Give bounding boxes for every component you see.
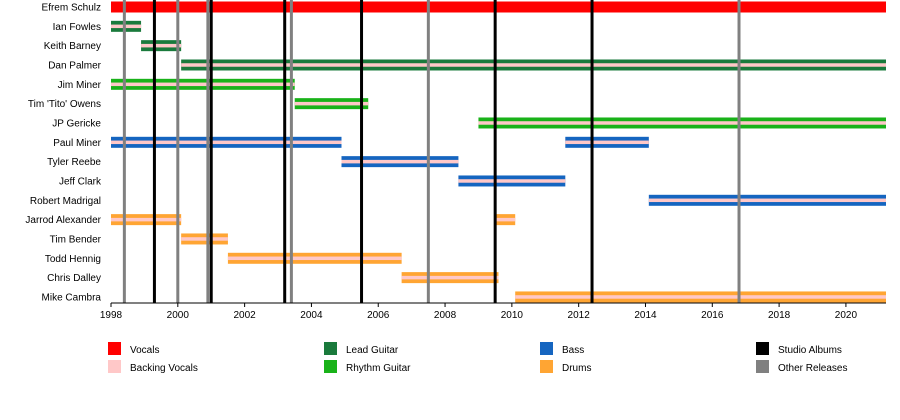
bar-stripe-jarrod-alexander-backing-vocals-1	[495, 217, 516, 222]
x-tick-label-2018: 2018	[768, 310, 791, 321]
legend-label-vocals: Vocals	[130, 345, 159, 356]
member-label-todd-hennig: Todd Hennig	[45, 254, 101, 265]
x-tick-label-2012: 2012	[568, 310, 591, 321]
legend-label-lead-guitar: Lead Guitar	[346, 345, 399, 356]
x-tick-label-2016: 2016	[701, 310, 724, 321]
legend-swatch-other-releases	[756, 360, 769, 373]
x-tick-label-2010: 2010	[501, 310, 524, 321]
legend-label-studio-albums: Studio Albums	[778, 345, 842, 356]
bar-stripe-paul-miner-backing-vocals-1	[565, 140, 649, 145]
member-label-tim-tito-owens: Tim 'Tito' Owens	[28, 99, 101, 110]
bar-stripe-chris-dalley-backing-vocals-0	[401, 275, 499, 280]
legend-swatch-rhythm-guitar	[324, 360, 337, 373]
member-label-ian-fowles: Ian Fowles	[53, 22, 101, 33]
member-label-jp-gericke: JP Gericke	[52, 118, 101, 129]
legend-swatch-backing-vocals	[108, 360, 121, 373]
bar-stripe-keith-barney-backing-vocals-0	[141, 43, 182, 48]
member-label-robert-madrigal: Robert Madrigal	[30, 196, 101, 207]
member-label-mike-cambra: Mike Cambra	[42, 292, 102, 303]
bar-stripe-jarrod-alexander-backing-vocals-0	[111, 217, 182, 222]
bar-stripe-ian-fowles-backing-vocals-0	[111, 24, 142, 29]
x-tick-label-2006: 2006	[367, 310, 390, 321]
x-tick-label-2020: 2020	[835, 310, 858, 321]
member-label-jarrod-alexander: Jarrod Alexander	[25, 215, 101, 226]
legend-swatch-drums	[540, 360, 553, 373]
member-label-paul-miner: Paul Miner	[53, 138, 101, 149]
bar-stripe-jeff-clark-backing-vocals-0	[458, 179, 566, 183]
x-tick-label-2014: 2014	[634, 310, 657, 321]
bar-stripe-dan-palmer-backing-vocals-0	[181, 63, 886, 67]
member-label-jeff-clark: Jeff Clark	[59, 176, 102, 187]
member-label-dan-palmer: Dan Palmer	[48, 60, 101, 71]
legend-swatch-lead-guitar	[324, 342, 337, 355]
bar-stripe-tim-tito-owens-backing-vocals-0	[294, 101, 369, 106]
legend-label-backing-vocals: Backing Vocals	[130, 363, 198, 374]
x-tick-label-2004: 2004	[300, 310, 323, 321]
legend-swatch-studio-albums	[756, 342, 769, 355]
x-tick-label-1998: 1998	[100, 310, 123, 321]
legend-swatch-vocals	[108, 342, 121, 355]
legend-swatch-bass	[540, 342, 553, 355]
bar-stripe-todd-hennig-backing-vocals-0	[227, 256, 402, 261]
legend-label-rhythm-guitar: Rhythm Guitar	[346, 363, 411, 374]
bar-stripe-robert-madrigal-backing-vocals-0	[648, 198, 886, 203]
member-label-jim-miner: Jim Miner	[58, 80, 102, 91]
member-label-tim-bender: Tim Bender	[50, 234, 102, 245]
bar-efrem-schulz-vocals-0	[111, 1, 886, 13]
member-label-tyler-reebe: Tyler Reebe	[47, 157, 101, 168]
bar-stripe-jp-gericke-backing-vocals-0	[478, 121, 886, 125]
bar-stripe-jim-miner-backing-vocals-0	[111, 82, 295, 87]
legend-label-drums: Drums	[562, 363, 591, 374]
legend-label-other-releases: Other Releases	[778, 363, 847, 374]
legend-label-bass: Bass	[562, 345, 584, 356]
member-label-chris-dalley: Chris Dalley	[47, 273, 101, 284]
member-label-keith-barney: Keith Barney	[44, 41, 101, 52]
x-tick-label-2002: 2002	[233, 310, 256, 321]
member-label-efrem-schulz: Efrem Schulz	[42, 3, 101, 14]
bar-stripe-tim-bender-backing-vocals-0	[181, 237, 228, 241]
x-tick-label-2008: 2008	[434, 310, 457, 321]
x-tick-label-2000: 2000	[167, 310, 190, 321]
bar-stripe-paul-miner-backing-vocals-0	[111, 140, 342, 145]
bar-stripe-tyler-reebe-backing-vocals-0	[341, 159, 459, 164]
bar-stripe-mike-cambra-backing-vocals-0	[515, 295, 886, 299]
